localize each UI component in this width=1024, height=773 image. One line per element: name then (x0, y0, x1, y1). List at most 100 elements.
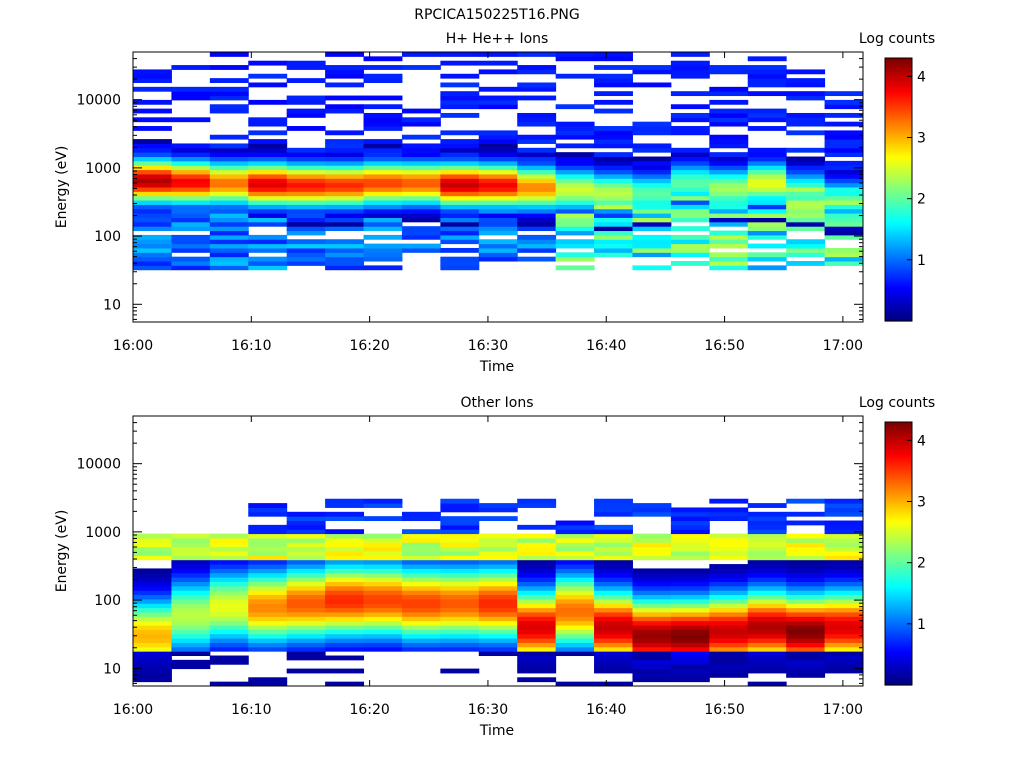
spectrogram-cell (517, 200, 557, 205)
spectrogram-cell (555, 169, 595, 175)
spectrogram-cell (709, 230, 749, 236)
colorbar-swatch (885, 145, 912, 149)
spectrogram-cell (478, 577, 518, 582)
spectrogram-cell (555, 633, 595, 639)
spectrogram-cell (478, 221, 518, 227)
spectrogram-cell (594, 638, 633, 643)
spectrogram-cell (824, 598, 864, 604)
spectrogram-cell (786, 239, 826, 245)
spectrogram-cell (248, 559, 288, 565)
spectrogram-cell (401, 516, 441, 522)
x-tick-label: 16:20 (349, 702, 389, 718)
spectrogram-cell (286, 568, 326, 574)
spectrogram-cell (478, 156, 518, 162)
spectrogram-cell (786, 78, 826, 83)
spectrogram-cell (555, 230, 595, 236)
spectrogram-cell (786, 633, 826, 639)
spectrogram-cell (670, 226, 710, 232)
spectrogram-cell (209, 182, 249, 188)
spectrogram-cell (401, 217, 441, 223)
spectrogram-cell (133, 160, 172, 166)
spectrogram-cell (709, 112, 749, 118)
spectrogram-cell (824, 217, 864, 223)
spectrogram-cell (440, 112, 480, 118)
spectrogram-cell (248, 529, 288, 535)
colorbar-swatch (885, 224, 912, 228)
spectrogram-cell (209, 143, 249, 149)
spectrogram-cell (248, 247, 288, 253)
colorbar-swatch (885, 189, 912, 193)
spectrogram-cell (209, 594, 249, 600)
spectrogram-cell (709, 134, 749, 140)
colorbar-swatch (885, 316, 912, 320)
spectrogram-cell (747, 187, 787, 192)
spectrogram-cell (286, 616, 326, 622)
spectrogram-cell (325, 681, 365, 687)
spectrogram-cell (401, 108, 441, 114)
spectrogram-cell (363, 564, 403, 569)
spectrogram-cell (786, 121, 826, 127)
spectrogram-cell (632, 160, 672, 166)
spectrogram-cell (747, 165, 787, 171)
spectrogram-cell (248, 598, 288, 604)
spectrogram-cell (133, 546, 172, 552)
spectrogram-cell (248, 572, 288, 578)
spectrogram-cell (632, 668, 672, 674)
spectrogram-cell (786, 672, 826, 678)
spectrogram-cell (325, 243, 365, 249)
spectrogram-cell (325, 516, 365, 522)
spectrogram-cell (363, 598, 403, 604)
spectrogram-cell (517, 173, 557, 179)
spectrogram-cell (363, 234, 403, 240)
spectrogram-cell (824, 178, 864, 184)
x-tick-label: 16:20 (349, 338, 389, 354)
colorbar-swatch (885, 303, 912, 307)
spectrogram-cell (401, 555, 441, 561)
spectrogram-cell (824, 668, 864, 674)
spectrogram-cell (594, 217, 633, 223)
x-axis-ticks: 16:00 16:10 16:20 16:30 16:40 16:50 17:00 (113, 416, 863, 718)
colorbar-swatch (885, 66, 912, 70)
spectrogram-cell (478, 195, 518, 201)
spectrogram-cell (171, 147, 211, 153)
spectrogram-cell (824, 208, 864, 214)
spectrogram-cell (363, 603, 403, 609)
spectrogram-cell (747, 559, 787, 565)
colorbar-swatch (885, 226, 912, 230)
spectrogram-cell (555, 156, 595, 162)
spectrogram-cell (363, 572, 403, 578)
spectrogram-cell (401, 551, 441, 556)
spectrogram-cell (209, 546, 249, 552)
spectrogram-cell (325, 156, 365, 162)
spectrogram-cell (824, 559, 864, 565)
colorbar-swatch (885, 198, 912, 202)
spectrogram-cell (594, 559, 633, 565)
spectrogram-cell (824, 187, 864, 192)
spectrogram-cell (133, 555, 172, 561)
spectrogram-cell (555, 572, 595, 578)
spectrogram-cell (363, 213, 403, 218)
spectrogram-cell (133, 69, 172, 75)
spectrogram-cell (171, 261, 211, 266)
spectrogram-cell (286, 572, 326, 578)
spectrogram-cell (517, 208, 557, 214)
colorbar-swatch (885, 457, 912, 460)
spectrogram-cell (517, 234, 557, 240)
spectrogram-cell (286, 533, 326, 539)
colorbar-swatch (885, 222, 912, 226)
spectrogram-cell (478, 603, 518, 609)
spectrogram-cell (401, 638, 441, 643)
spectrogram-cell (555, 239, 595, 245)
spectrogram-cell (709, 165, 749, 171)
spectrogram-cell (363, 160, 403, 166)
spectrogram-cell (209, 598, 249, 604)
spectrogram-cell (133, 642, 172, 648)
spectrogram-cell (594, 551, 633, 556)
spectrogram-cell (632, 82, 672, 88)
spectrogram-cell (325, 611, 365, 617)
colorbar-swatch (885, 560, 912, 563)
spectrogram-cell (594, 213, 633, 218)
spectrogram-cell (670, 603, 710, 609)
colorbar-swatch (885, 248, 912, 252)
colorbar-swatch (885, 264, 912, 267)
